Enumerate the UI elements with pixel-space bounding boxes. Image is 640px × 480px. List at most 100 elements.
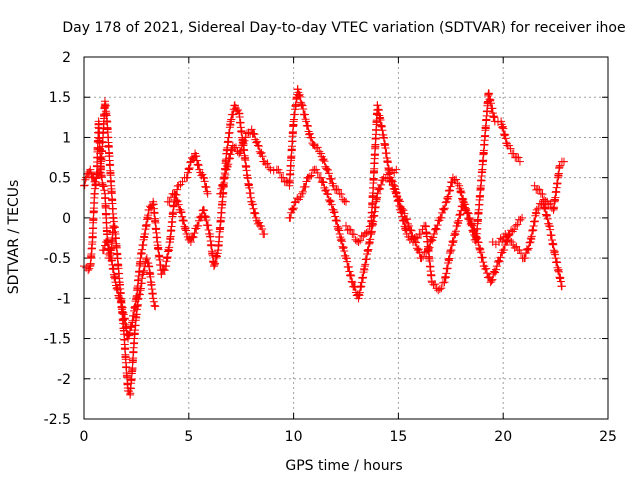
data-point (179, 217, 188, 226)
series-arc-3 (98, 149, 212, 343)
data-point (184, 164, 193, 173)
data-point (98, 181, 107, 190)
data-point (249, 129, 258, 138)
data-point (555, 161, 564, 170)
data-point (339, 243, 348, 252)
data-point (204, 221, 213, 230)
data-point (241, 133, 250, 142)
data-point (100, 186, 109, 195)
data-point (307, 133, 316, 142)
data-point (346, 270, 355, 279)
y-tick-label: -2.5 (44, 412, 71, 428)
data-point (499, 124, 508, 133)
data-point (297, 189, 306, 198)
data-point (323, 189, 332, 198)
data-point (188, 232, 197, 241)
data-point (441, 198, 450, 207)
data-point (127, 322, 136, 331)
data-point (173, 185, 182, 194)
data-point (443, 193, 452, 202)
data-point (492, 265, 501, 274)
data-point (447, 246, 456, 255)
data-point (185, 163, 194, 172)
data-point (160, 266, 169, 275)
data-point (546, 199, 555, 208)
data-point (127, 322, 136, 331)
data-point (500, 241, 509, 250)
series-arc-8 (383, 89, 524, 295)
data-point (406, 226, 415, 235)
data-point (466, 220, 475, 229)
data-point (446, 182, 455, 191)
data-point (516, 215, 525, 224)
data-point (290, 198, 299, 207)
data-point (557, 282, 566, 291)
y-tick-label: -2 (57, 372, 71, 388)
data-point (439, 205, 448, 214)
x-tick-label: 15 (389, 429, 407, 445)
data-point (199, 205, 208, 214)
plot-frame (83, 56, 609, 420)
data-point (402, 226, 411, 235)
data-point (437, 284, 446, 293)
data-point (333, 225, 342, 234)
data-point (255, 218, 264, 227)
data-point (190, 229, 199, 238)
data-point (151, 302, 160, 311)
data-point (559, 157, 568, 166)
data-point (381, 174, 390, 183)
x-tick-label: 5 (184, 429, 193, 445)
data-point (496, 253, 505, 262)
y-tick-label: 0 (62, 211, 71, 227)
data-point (364, 227, 373, 236)
data-point (301, 182, 310, 191)
x-tick-label: 20 (494, 429, 512, 445)
data-point (216, 189, 225, 198)
data-point (543, 211, 552, 220)
data-point (182, 226, 191, 235)
data-point (330, 208, 339, 217)
data-point (365, 222, 374, 231)
data-point (148, 201, 157, 210)
data-point (449, 238, 458, 247)
data-point (106, 248, 115, 257)
data-point (390, 182, 399, 191)
data-point (320, 157, 329, 166)
data-point (322, 185, 331, 194)
data-point (535, 185, 544, 194)
x-tick-label: 0 (80, 429, 89, 445)
data-point (401, 225, 410, 234)
data-point (354, 238, 363, 247)
data-point (316, 173, 325, 182)
data-point (198, 170, 207, 179)
data-point (482, 264, 491, 273)
data-point (399, 217, 408, 226)
data-point (336, 236, 345, 245)
data-point (298, 187, 307, 196)
data-point (430, 229, 439, 238)
data-point (345, 225, 354, 234)
data-point (476, 244, 485, 253)
data-point (432, 225, 441, 234)
data-point (467, 221, 476, 230)
data-point (455, 210, 464, 219)
data-point (247, 125, 256, 134)
data-point (170, 189, 179, 198)
data-point (494, 256, 503, 265)
data-point (289, 204, 298, 213)
data-point (414, 245, 423, 254)
data-point (391, 187, 400, 196)
data-point (541, 205, 550, 214)
data-point (150, 301, 159, 310)
data-point (362, 228, 371, 237)
data-point (417, 254, 426, 263)
data-point (187, 153, 196, 162)
data-point (393, 192, 402, 201)
data-point (165, 197, 174, 206)
data-point (522, 245, 531, 254)
data-point (116, 298, 125, 307)
data-point (236, 148, 245, 157)
data-point (240, 136, 249, 145)
data-point (347, 271, 356, 280)
data-point (464, 209, 473, 218)
